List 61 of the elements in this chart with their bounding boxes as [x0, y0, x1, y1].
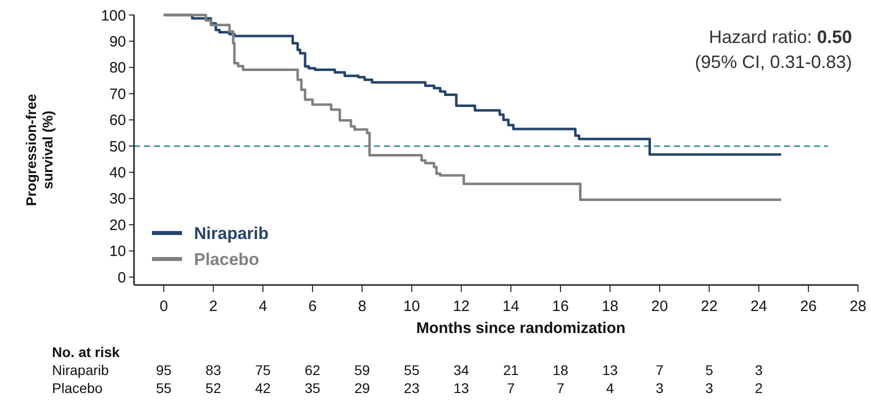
text: 95 — [156, 362, 172, 378]
x-tick-label: 22 — [700, 298, 718, 315]
text: 13 — [602, 362, 618, 378]
text: 3 — [705, 380, 714, 396]
text: 83 — [206, 362, 222, 378]
x-tick-label: 8 — [358, 298, 366, 315]
x-tick-label: 4 — [258, 298, 268, 315]
y-tick-label: 0 — [118, 269, 126, 286]
text: 55 — [404, 362, 420, 378]
annotation: (95% CI, 0.31-0.83) — [694, 52, 852, 72]
text: 34 — [454, 362, 470, 378]
text: 7 — [556, 380, 564, 396]
text: 18 — [552, 362, 568, 378]
y-tick-label: 90 — [109, 33, 126, 50]
x-tick-label: 28 — [850, 298, 866, 315]
text: 7 — [656, 362, 664, 378]
text: 23 — [404, 380, 420, 396]
text: 5 — [705, 362, 714, 378]
text: 2 — [754, 380, 763, 396]
y-axis-title: Progression-free survival (%) — [22, 94, 56, 206]
x-tick-label: 12 — [452, 298, 470, 315]
text: Placebo — [52, 380, 103, 396]
y-tick-label: 100 — [100, 7, 126, 24]
text: Niraparib — [52, 362, 109, 378]
y-tick-label: 10 — [109, 243, 126, 260]
x-tick-label: 24 — [750, 298, 768, 315]
text: 4 — [606, 380, 614, 396]
x-tick-label: 16 — [552, 298, 569, 315]
annotation: Hazard ratio: 0.50 — [708, 27, 852, 47]
y-tick-label: 80 — [109, 60, 126, 77]
y-tick-label: 40 — [109, 164, 126, 182]
text: 42 — [255, 380, 271, 396]
y-tick-label: 50 — [109, 138, 126, 156]
x-tick-label: 14 — [502, 298, 520, 315]
text: 55 — [156, 380, 172, 396]
text: 52 — [206, 380, 222, 396]
text: 59 — [354, 362, 370, 378]
x-tick-label: 18 — [602, 298, 618, 315]
text: 29 — [354, 380, 370, 396]
text: 35 — [304, 380, 320, 396]
x-tick-label: 0 — [160, 298, 168, 315]
text: 3 — [656, 380, 664, 396]
y-tick-label: 30 — [109, 190, 126, 208]
x-axis-title: Months since randomization — [416, 320, 626, 337]
y-tick-label: 20 — [109, 216, 126, 234]
text: 13 — [454, 380, 470, 396]
text: 7 — [506, 380, 515, 396]
y-tick-label: 70 — [109, 86, 126, 103]
text: 3 — [754, 362, 763, 378]
legend-label: Placebo — [194, 250, 260, 269]
x-tick-label: 10 — [403, 298, 420, 315]
text: 75 — [255, 362, 271, 378]
y-tick-label: 60 — [109, 112, 126, 130]
x-tick-label: 6 — [308, 298, 317, 315]
x-tick-label: 26 — [800, 298, 817, 315]
x-tick-label: 2 — [209, 298, 218, 315]
legend-label: Niraparib — [194, 224, 269, 243]
text: 21 — [503, 362, 519, 378]
text: 62 — [304, 362, 320, 378]
text: No. at risk — [52, 344, 120, 360]
x-tick-label: 20 — [651, 298, 668, 315]
